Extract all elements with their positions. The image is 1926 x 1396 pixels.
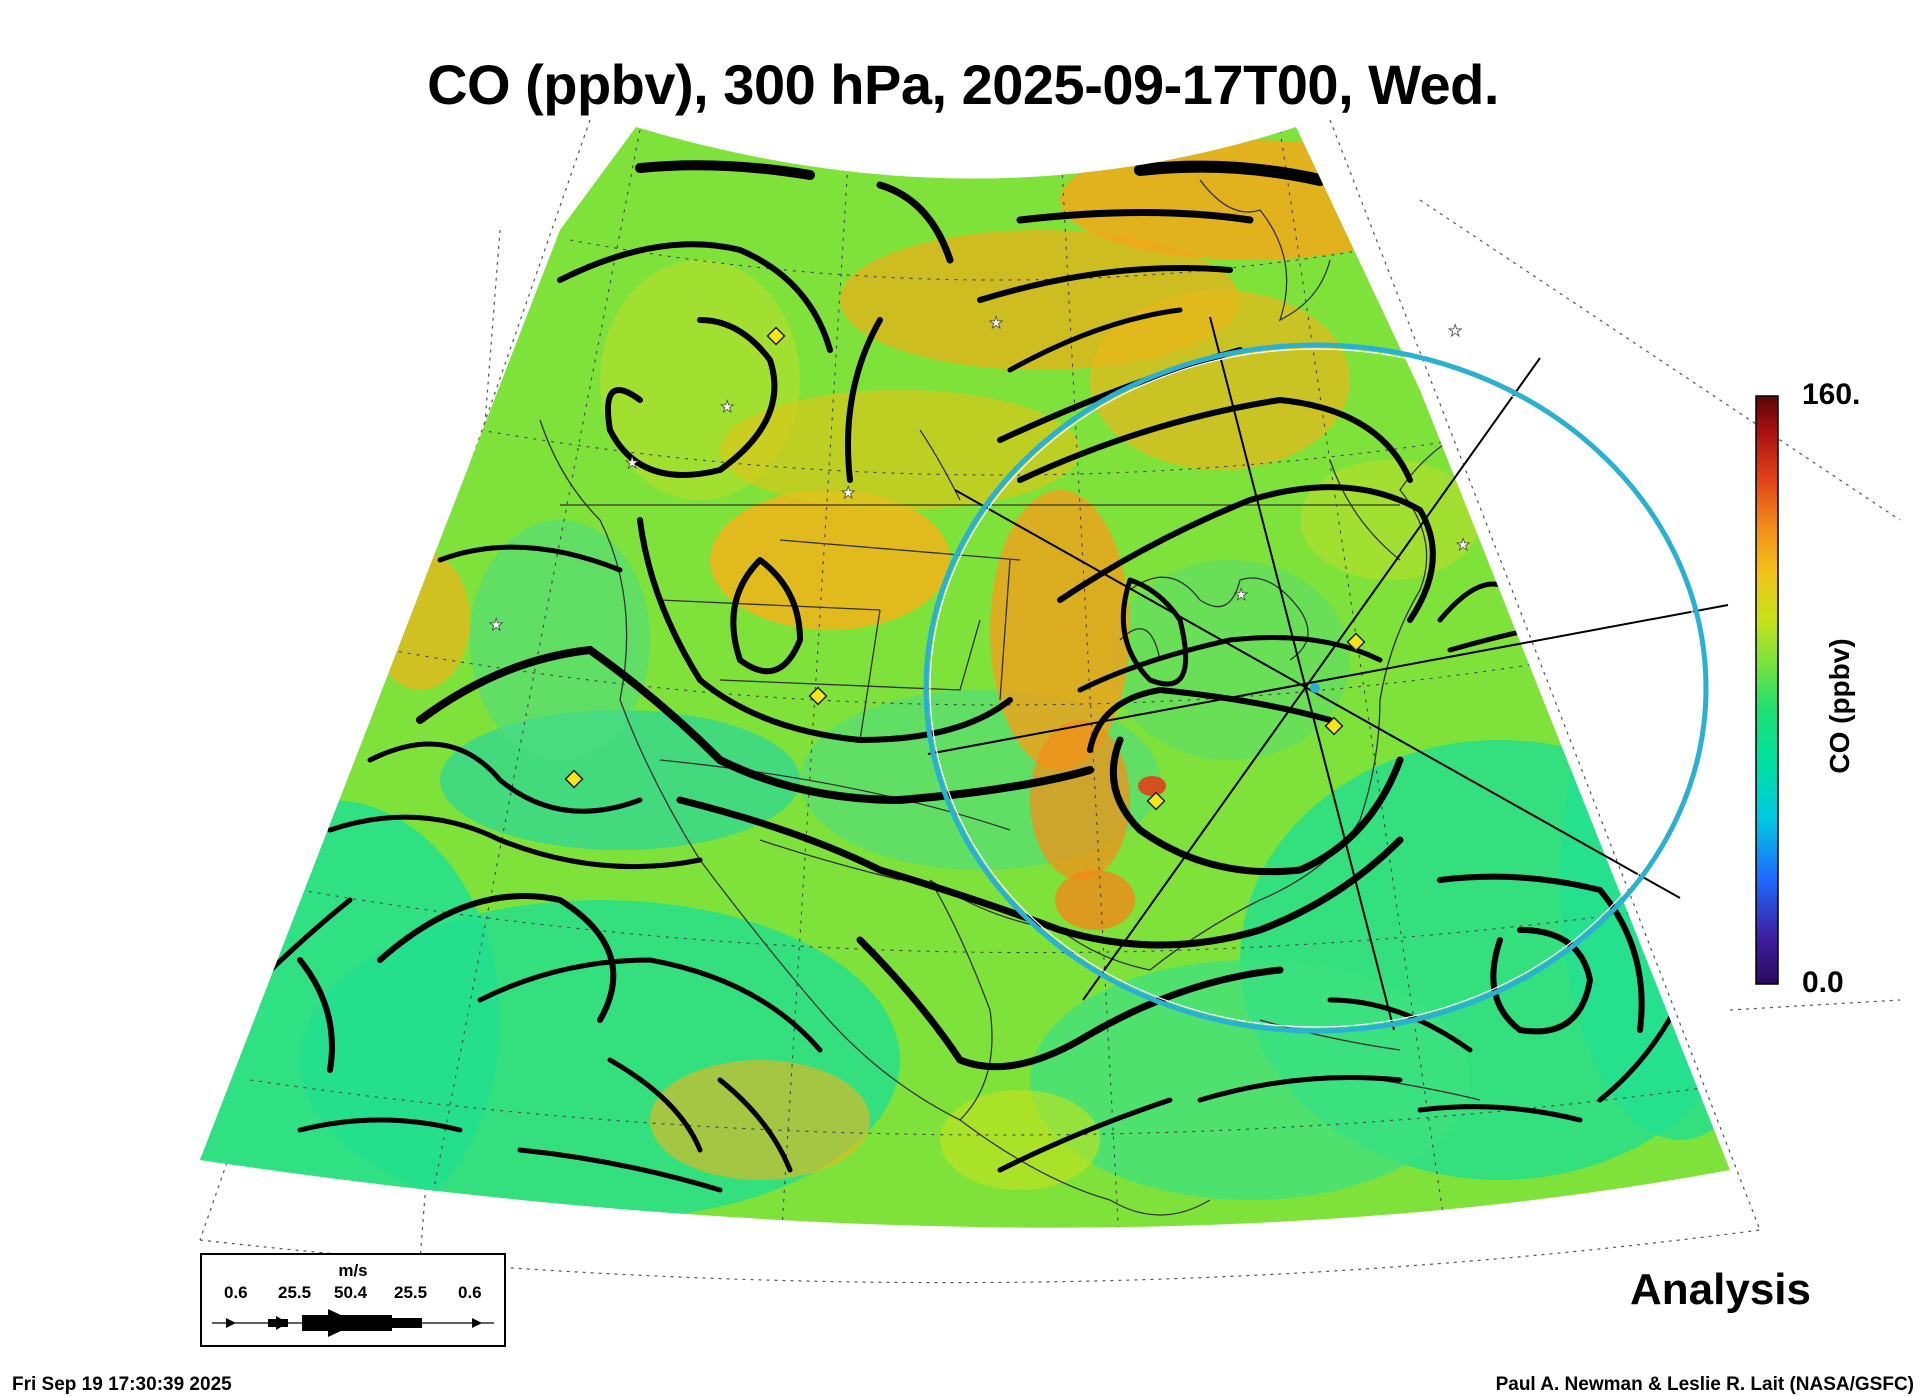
star-icon: ★ xyxy=(989,313,1003,332)
streamline xyxy=(377,893,617,1023)
star-icon: ★ xyxy=(1234,585,1248,604)
range-ring-inner xyxy=(929,348,1703,1028)
streamline xyxy=(1109,736,1404,876)
analysis-stamp: Analysis xyxy=(1630,1265,1811,1314)
site-marker xyxy=(766,326,786,346)
streamline xyxy=(1417,1104,1583,1123)
colorbar xyxy=(1755,395,1779,985)
streamline xyxy=(717,1077,793,1173)
wind-legend-speed: 0.6 xyxy=(458,1283,482,1302)
site-marker xyxy=(1324,716,1344,736)
streamline xyxy=(1327,997,1473,1053)
streamline xyxy=(297,1117,463,1133)
streamline xyxy=(1437,873,1645,1033)
streamline xyxy=(1007,307,1183,373)
streamline xyxy=(856,936,1284,1071)
streamline xyxy=(1017,396,1413,483)
wind-legend-unit: m/s xyxy=(338,1261,368,1280)
streamline xyxy=(635,160,815,180)
streamline xyxy=(1077,635,1383,693)
streamline xyxy=(416,645,1094,805)
wind-legend-speed: 50.4 xyxy=(334,1283,368,1302)
streamline xyxy=(637,517,1013,744)
streamline xyxy=(327,814,703,870)
streamline xyxy=(437,544,623,573)
streamline xyxy=(1134,160,1326,186)
wind-legend-speed: 25.5 xyxy=(278,1283,312,1302)
streamline xyxy=(977,265,1233,303)
range-ring xyxy=(923,342,1709,1034)
site-center xyxy=(1310,683,1320,693)
star-icon: ★ xyxy=(489,615,503,634)
site-marker xyxy=(1146,791,1166,811)
star-icon: ★ xyxy=(841,483,855,502)
streamline xyxy=(1057,484,1436,623)
colorbar-max-label: 160. xyxy=(1802,378,1861,411)
streamline xyxy=(607,1057,703,1153)
streamline xyxy=(1197,1075,1403,1103)
credit-line: Paul A. Newman & Leslie R. Lait (NASA/GS… xyxy=(1495,1374,1914,1395)
streamline xyxy=(876,181,954,264)
star-icon: ★ xyxy=(625,453,639,472)
streamline xyxy=(730,557,804,675)
wind-legend-arrows xyxy=(212,1309,494,1337)
colorbar-title: CO (ppbv) xyxy=(1824,638,1855,774)
streamline xyxy=(1120,577,1189,687)
streamline xyxy=(676,796,1404,949)
star-icon: ★ xyxy=(1456,535,1470,554)
streamline xyxy=(557,241,833,353)
station-stars: ★ ★ ★ ★ ★ ★ ★ ★ xyxy=(489,313,1471,635)
streamline xyxy=(605,317,778,478)
site-markers xyxy=(564,326,1366,811)
streamline xyxy=(845,317,883,483)
site-crosslines xyxy=(927,316,1729,1031)
site-marker xyxy=(1346,632,1366,652)
wind-legend-speed: 25.5 xyxy=(394,1283,428,1302)
streamline xyxy=(1016,209,1254,224)
generated-timestamp: Fri Sep 19 17:30:39 2025 xyxy=(12,1374,232,1395)
streamline xyxy=(517,1147,723,1193)
streamline xyxy=(367,741,643,814)
streamline xyxy=(297,957,335,1073)
graticule xyxy=(249,129,1730,1228)
star-icon: ★ xyxy=(720,397,734,416)
colorbar-min-label: 0.0 xyxy=(1802,966,1844,999)
site-marker xyxy=(808,686,828,706)
wind-legend-speed: 0.6 xyxy=(224,1283,248,1302)
star-icon: ★ xyxy=(1448,321,1462,340)
page-title: CO (ppbv), 300 hPa, 2025-09-17T00, Wed. xyxy=(427,53,1499,116)
site-marker xyxy=(564,769,584,789)
streamline xyxy=(997,1097,1173,1173)
wind-legend: m/s 0.6 25.5 50.4 25.5 0.6 xyxy=(200,1253,506,1347)
streamline xyxy=(477,957,823,1053)
